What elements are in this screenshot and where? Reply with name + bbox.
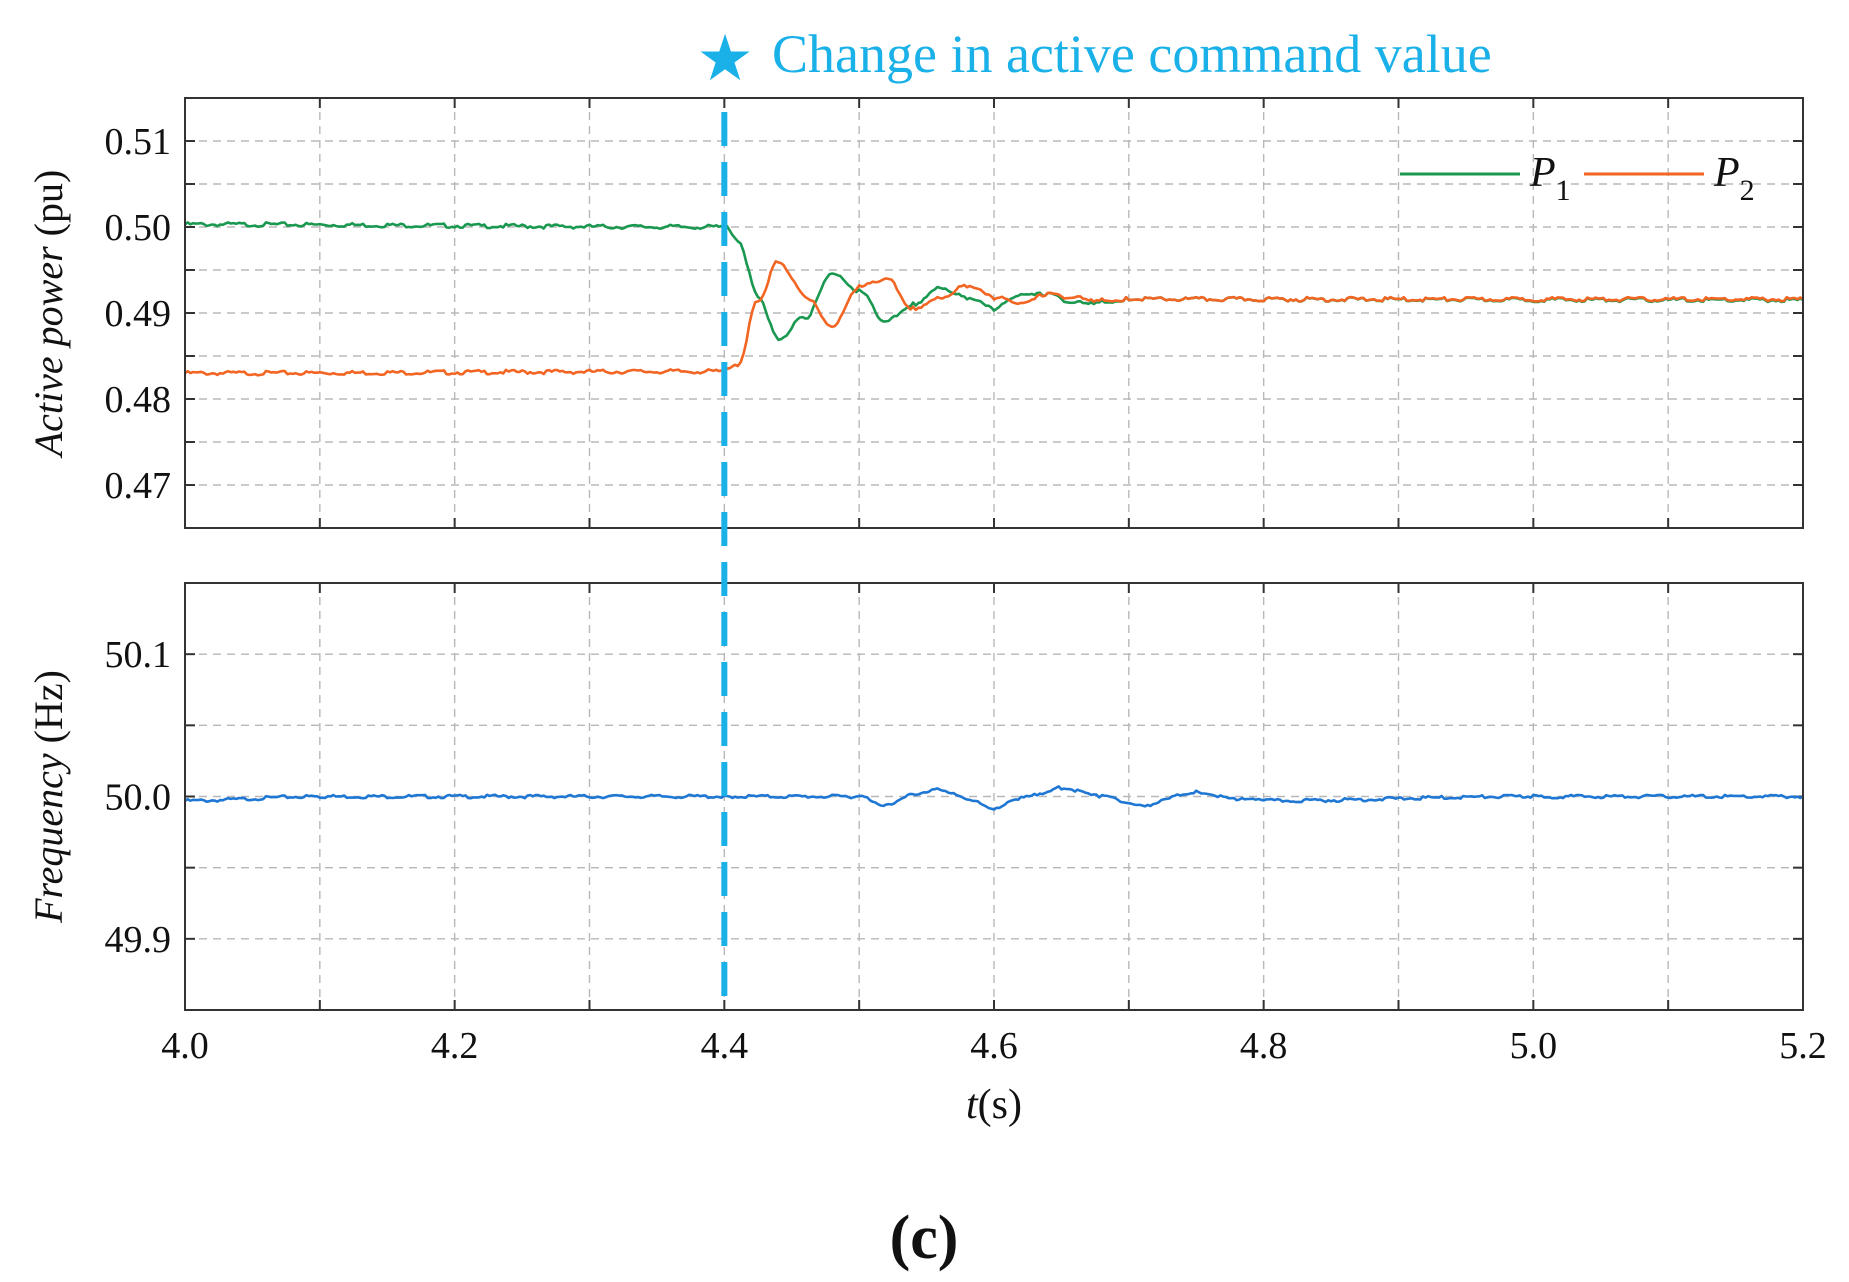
- legend-label-p2: P2: [1713, 150, 1755, 207]
- x-tick-label: 5.0: [1510, 1025, 1558, 1067]
- bottom-plot-frame: [184, 582, 1804, 1011]
- frequency-panel: 49.9 50.0 50.1 4.0 4.2 4.4 4.6 4.8 5.0 5.2 Frequ…: [26, 582, 1827, 1128]
- panel-label: (c): [890, 1204, 959, 1272]
- top-plot-frame: [184, 97, 1804, 529]
- y-axis-label-frequency-unit: (Hz): [26, 670, 71, 753]
- x-tick-label: 4.4: [701, 1025, 749, 1067]
- top-y-tick-labels: 0.47 0.48 0.49 0.50 0.51: [105, 121, 172, 507]
- legend: P1 P2: [1400, 150, 1755, 207]
- y-axis-label-frequency-main: Frequency: [26, 753, 71, 924]
- y-tick-label: 0.47: [105, 465, 172, 507]
- active-power-panel: 0.47 0.48 0.49 0.50 0.51 Active power (pu) P…: [26, 97, 1804, 529]
- y-axis-label-power: Active power (pu): [26, 170, 71, 460]
- x-tick-label: 5.2: [1779, 1025, 1827, 1067]
- y-axis-label-power-unit: (pu): [26, 170, 71, 247]
- y-tick-label: 0.50: [105, 207, 172, 249]
- y-axis-label-power-main: Active power: [26, 246, 71, 459]
- series-p2-line: [184, 260, 1804, 377]
- y-tick-label: 50.0: [105, 777, 172, 819]
- bottom-y-tick-labels: 49.9 50.0 50.1: [105, 634, 172, 961]
- series-frequency-line: [184, 785, 1804, 811]
- y-tick-label: 50.1: [105, 634, 172, 676]
- star-icon: ★: [696, 23, 753, 94]
- y-tick-label: 0.51: [105, 121, 172, 163]
- top-series: [184, 221, 1804, 377]
- x-axis-label: t(s): [966, 1082, 1022, 1128]
- x-tick-label: 4.8: [1240, 1025, 1288, 1067]
- x-tick-label: 4.2: [431, 1025, 479, 1067]
- top-grid: [185, 98, 1803, 528]
- y-tick-label: 49.9: [105, 919, 172, 961]
- x-tick-label: 4.6: [970, 1025, 1018, 1067]
- x-tick-label: 4.0: [161, 1025, 209, 1067]
- legend-label-p1: P1: [1529, 150, 1571, 207]
- bottom-ticks: [185, 583, 1803, 1010]
- x-tick-labels: 4.0 4.2 4.4 4.6 4.8 5.0 5.2: [161, 1025, 1827, 1067]
- y-tick-label: 0.49: [105, 293, 172, 335]
- y-tick-label: 0.48: [105, 379, 172, 421]
- top-ticks: [185, 98, 1803, 528]
- annotation-text: Change in active command value: [772, 24, 1492, 84]
- bottom-series: [184, 785, 1804, 811]
- y-axis-label-frequency: Frequency (Hz): [26, 670, 71, 924]
